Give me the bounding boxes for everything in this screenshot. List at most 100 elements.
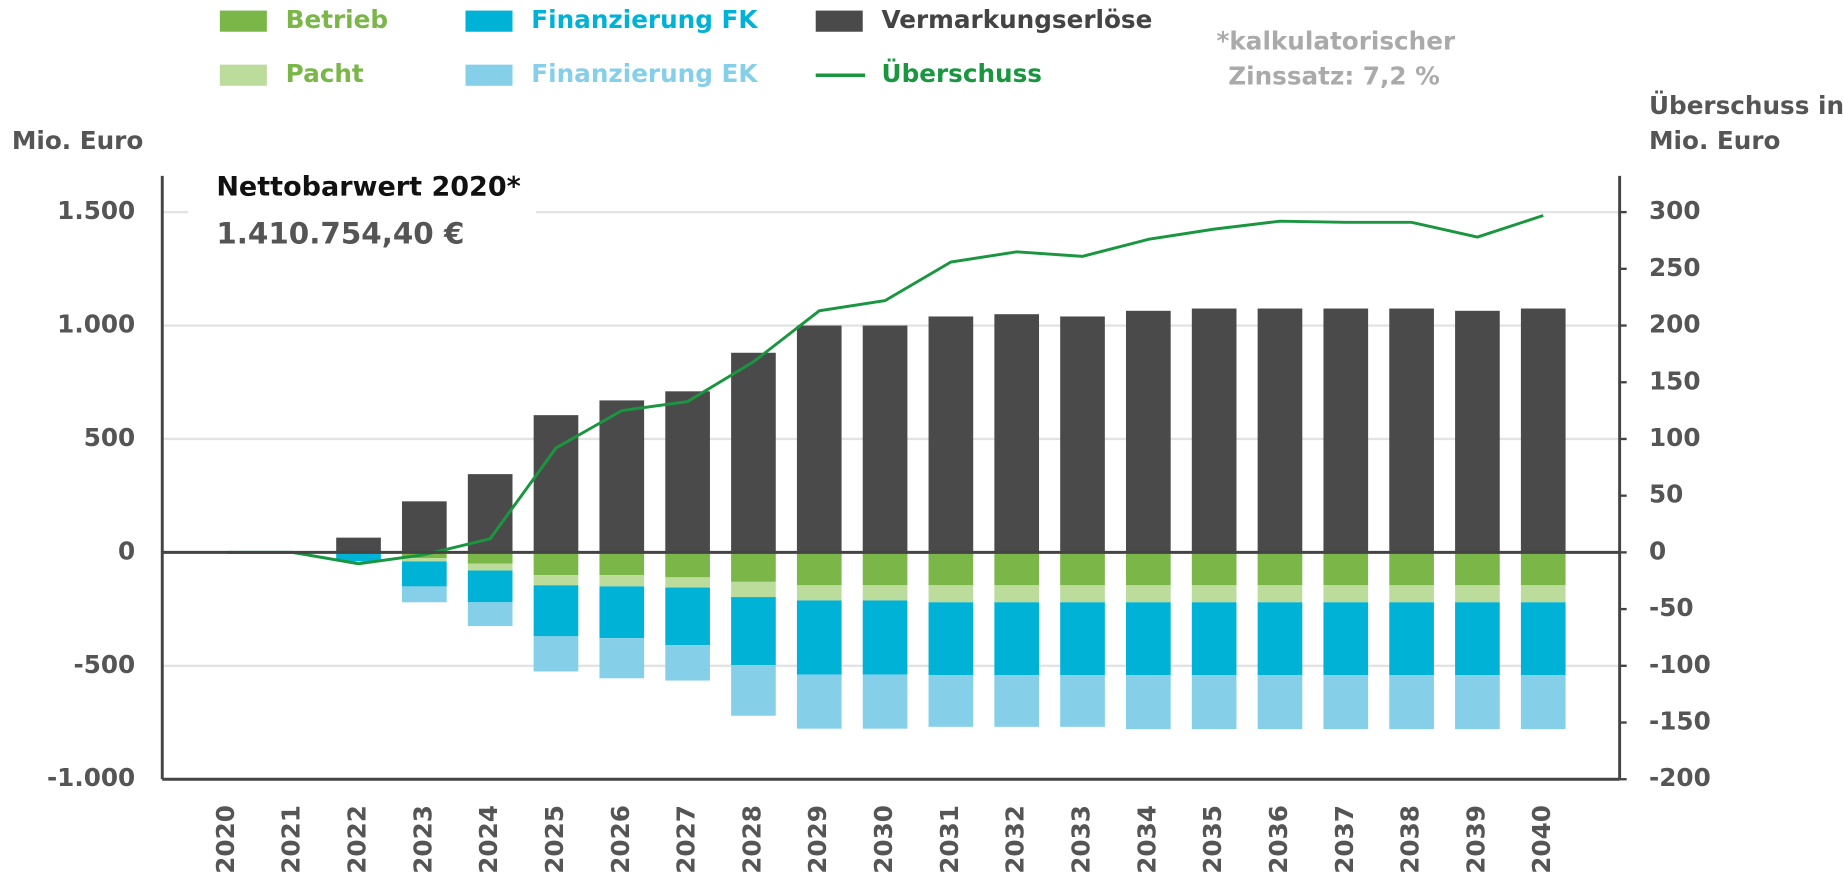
bar [1191,552,1237,586]
x-tick-label: 2031 [935,805,964,874]
bar [1126,602,1171,676]
x-tick-label: 2029 [803,805,832,874]
bar [665,391,710,553]
x-tick-label: 2026 [606,805,635,874]
x-tick-label: 2030 [869,805,898,874]
bar [1126,552,1171,586]
bar [1126,675,1171,730]
bar [533,415,579,553]
y2-tick-label: 50 [1649,480,1683,509]
bar [336,553,381,562]
bar [1455,602,1500,676]
bar [1257,585,1303,603]
bar [467,474,513,553]
bar [1389,308,1434,553]
bar [599,575,645,587]
bar [862,325,908,553]
bar [1323,552,1369,586]
y2-tick-label: 100 [1649,423,1701,452]
y2-tick-label: 250 [1649,253,1701,282]
x-tick-label: 2027 [672,805,701,874]
x-tick-label: 2037 [1330,805,1359,874]
line [226,214,1544,566]
legend-swatch [465,10,513,32]
y2-tick-label: 0 [1649,536,1666,565]
x-tick-label: 2038 [1396,805,1425,874]
bar [1389,585,1434,603]
x-tick-label: 2025 [540,805,569,874]
legend-swatch [219,10,267,32]
bar [1257,675,1303,730]
annotation-title: Nettobarwert 2020* [216,172,520,203]
bar [1323,602,1369,676]
y-tick-label: -1.000 [47,763,135,792]
bar [1126,585,1171,603]
bar [862,552,908,586]
annotation-value: 1.410.754,40 € [216,217,464,251]
x-tick-label: 2020 [211,805,240,874]
bar [1389,675,1434,730]
bar [928,585,974,603]
x-tick-label: 2024 [474,805,503,874]
bar [928,552,974,586]
bar [402,586,447,603]
bar [862,674,908,729]
bar [1060,316,1105,553]
bar [928,316,974,553]
bar [467,570,513,603]
bar [1389,552,1434,586]
x-tick-label: 2035 [1198,805,1227,874]
bar [1323,585,1369,603]
bar [796,325,842,553]
legend-label: Überschuss [882,58,1042,88]
bar [1191,602,1237,676]
x-tick-label: 2028 [737,805,766,874]
y-tick-label: -500 [73,650,135,679]
bar [796,674,842,729]
bar [665,577,710,588]
bar [796,600,842,675]
bar [1455,585,1500,603]
y2-tick-label: -200 [1649,763,1711,792]
legend-swatch [815,10,863,32]
bar [796,552,842,586]
bar [928,602,974,676]
bar [1257,602,1303,676]
x-tick-label: 2022 [343,805,372,874]
bar [1455,552,1500,586]
x-tick-label: 2023 [408,805,437,874]
bar [1323,308,1369,553]
y-tick-label: 0 [118,536,135,565]
y-tick-label: 500 [84,423,136,452]
bar [1455,675,1500,730]
bar [1060,675,1105,727]
legend-label: Pacht [286,59,364,88]
bar [1191,585,1237,603]
bar [731,597,776,666]
bar [1191,675,1237,730]
bar [402,558,447,562]
bar [731,581,776,598]
y2-tick-label: 200 [1649,310,1701,339]
y2-tick-label: -150 [1649,707,1711,736]
bar [533,575,579,586]
bar [994,675,1040,727]
y2-tick-label: -50 [1649,593,1694,622]
y2-tick-label: -100 [1649,650,1711,679]
bar [1257,308,1303,553]
legend-label: Vermarkungserlöse [882,5,1153,34]
bar [1520,552,1566,586]
bar [1520,308,1566,553]
bar [533,636,579,672]
bar [467,602,513,627]
bar [731,552,776,582]
bar [336,537,381,553]
legend-swatch [465,64,513,86]
footnote: *kalkulatorischer [1217,26,1456,55]
y2-axis-label: Mio. Euro [1649,126,1780,155]
legend-swatch [219,64,267,86]
x-tick-label: 2039 [1461,805,1490,874]
bar [1060,552,1105,586]
legend-label: Betrieb [286,5,388,34]
